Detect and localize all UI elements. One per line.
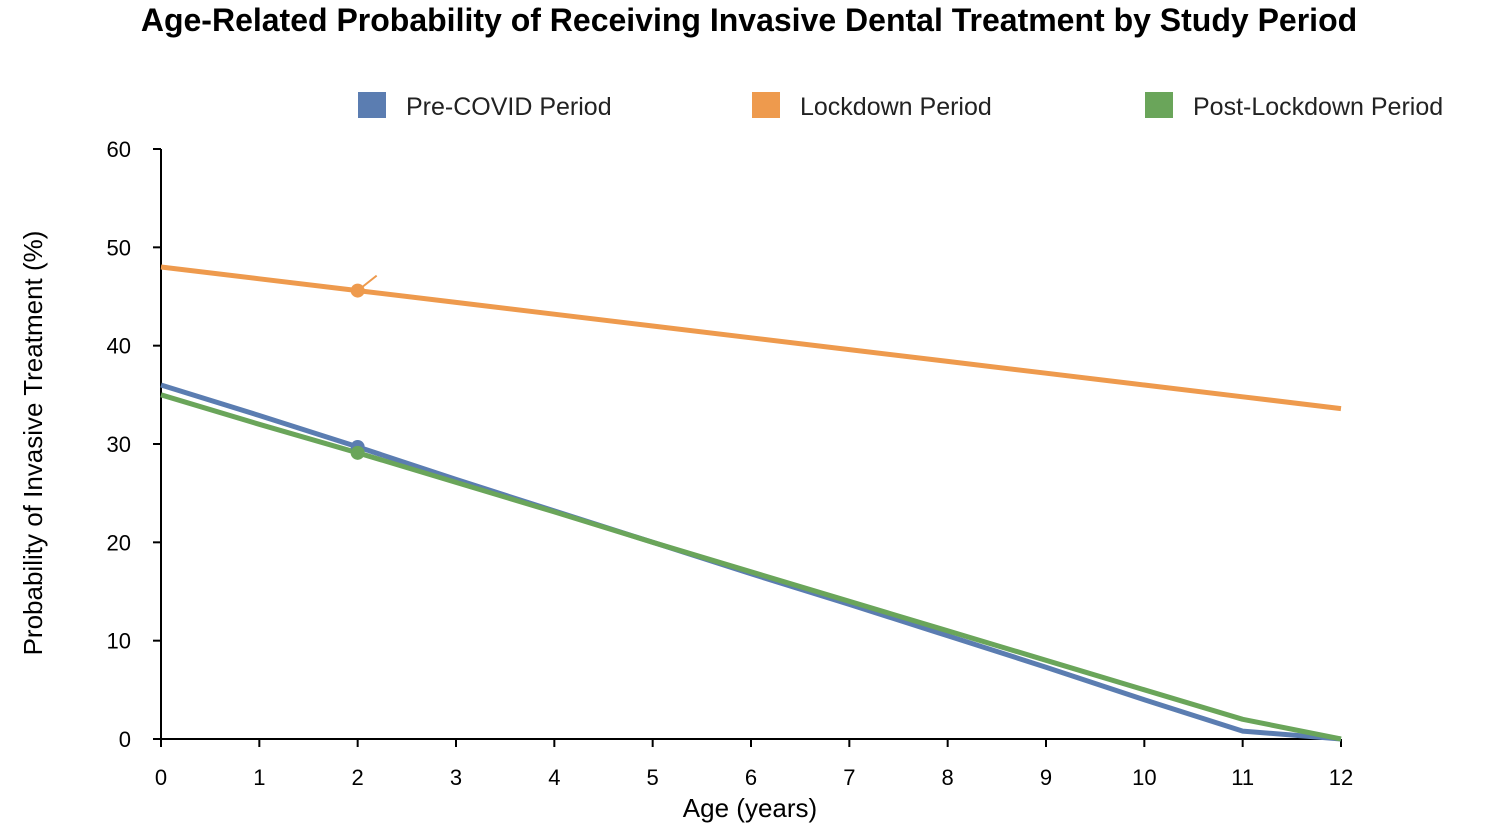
legend-item-lockdown: Lockdown Period [752, 92, 992, 121]
x-tick-label: 12 [1329, 765, 1353, 790]
legend-item-pre-covid: Pre-COVID Period [358, 92, 612, 121]
x-tick-label: 4 [548, 765, 560, 790]
legend-swatch-pre-covid [358, 92, 386, 118]
legend-item-post-lockdown: Post-Lockdown Period [1145, 92, 1443, 121]
legend-label-pre-covid: Pre-COVID Period [406, 93, 612, 121]
x-tick-label: 11 [1231, 765, 1254, 790]
y-axis-label: Probability of Invasive Treatment (%) [18, 231, 48, 656]
y-tick-label: 40 [107, 334, 131, 359]
x-tick-label: 7 [843, 765, 855, 790]
y-tick-label: 30 [107, 432, 131, 457]
x-tick-label: 5 [647, 765, 659, 790]
series-line-post-lockdown [160, 392, 1342, 742]
y-tick-label: 50 [107, 235, 131, 260]
y-tick-label: 0 [119, 727, 131, 752]
series-line-lockdown [160, 264, 1342, 412]
marker-post-lockdown [350, 445, 365, 460]
y-tick-label: 10 [107, 629, 131, 654]
x-tick-label: 3 [450, 765, 462, 790]
chart-title: Age-Related Probability of Receiving Inv… [141, 2, 1357, 38]
legend-swatch-post-lockdown [1145, 92, 1173, 118]
x-axis-label: Age (years) [683, 793, 817, 823]
legend-label-lockdown: Lockdown Period [800, 93, 992, 121]
legend: Pre-COVID Period Lockdown Period Post-Lo… [358, 92, 1443, 121]
y-tick-label: 20 [107, 530, 131, 555]
x-tick-label: 10 [1132, 765, 1156, 790]
x-tick-label: 0 [155, 765, 167, 790]
x-tick-label: 2 [352, 765, 364, 790]
legend-swatch-lockdown [752, 92, 780, 118]
series-line-pre-covid [160, 382, 1342, 742]
x-tick-label: 6 [745, 765, 757, 790]
x-tick-label: 9 [1040, 765, 1052, 790]
annotation-tick-lockdown [357, 274, 378, 292]
x-tick-label: 1 [253, 765, 265, 790]
x-tick-label: 8 [942, 765, 954, 790]
legend-label-post-lockdown: Post-Lockdown Period [1193, 93, 1443, 121]
y-tick-label: 60 [107, 137, 131, 162]
